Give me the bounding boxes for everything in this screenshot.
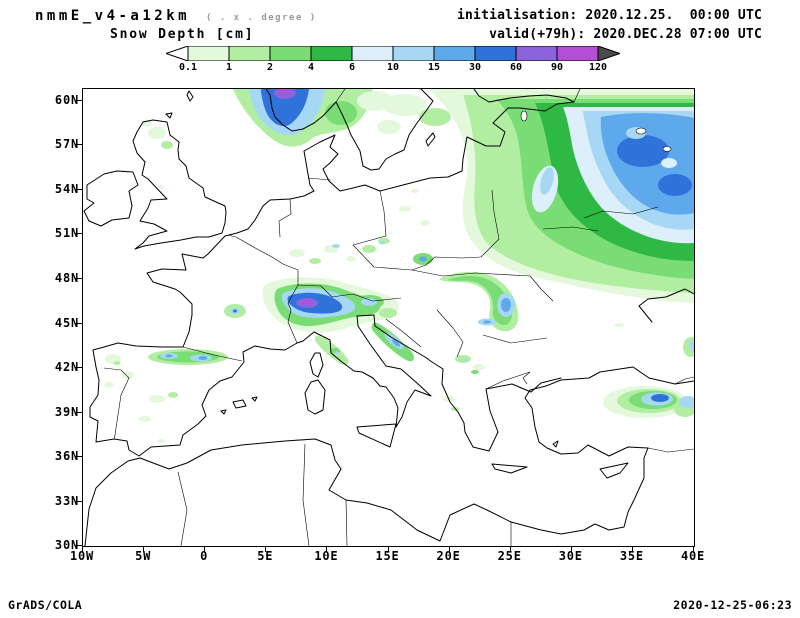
lon-tick-mark xyxy=(448,546,450,552)
lon-tick-label: 30E xyxy=(558,549,583,563)
colorbar-tick-label: 4 xyxy=(307,62,315,73)
colorbar-tick-label: 10 xyxy=(386,62,400,73)
lat-tick-label: 57N xyxy=(54,137,79,152)
colorbar-svg xyxy=(164,45,622,62)
valid-time-label: valid(+79h): 2020.DEC.28 07:00 UTC xyxy=(489,27,762,42)
lat-tick-label: 42N xyxy=(54,360,79,375)
lat-tick-label: 60N xyxy=(54,92,79,107)
lon-tick-label: 15E xyxy=(375,549,400,563)
lat-tick-mark xyxy=(75,545,82,547)
lon-tick-mark xyxy=(82,546,83,552)
colorbar-tick-label: 6 xyxy=(348,62,356,73)
variable-title: Snow Depth [cm] xyxy=(110,27,255,42)
colorbar-tick-label: 2 xyxy=(266,62,274,73)
lat-tick-mark xyxy=(75,144,82,146)
lat-tick-mark xyxy=(75,322,82,324)
model-name: nmmE_v4-a12km xyxy=(35,8,191,24)
coastlines xyxy=(83,89,694,546)
map-frame xyxy=(82,88,695,547)
lat-tick-label: 33N xyxy=(54,493,79,508)
lon-tick-mark xyxy=(143,546,145,552)
lon-tick-label: 35E xyxy=(619,549,644,563)
lat-tick-label: 54N xyxy=(54,181,79,196)
footer-credit: GrADS/COLA xyxy=(8,598,83,612)
lon-tick-label: 40E xyxy=(680,549,706,563)
lon-tick-label: 10W xyxy=(69,549,95,563)
resolution-note: ( . x . degree ) xyxy=(206,13,317,23)
lat-tick-label: 39N xyxy=(54,404,79,419)
footer-timestamp: 2020-12-25-06:23 xyxy=(673,598,792,612)
lon-tick-mark xyxy=(509,546,511,552)
lat-tick-label: 30N xyxy=(54,538,79,553)
europe-map xyxy=(83,89,694,546)
init-time-label: initialisation: 2020.12.25. 00:00 UTC xyxy=(456,8,762,23)
lat-tick-mark xyxy=(75,456,82,458)
lat-tick-mark xyxy=(75,188,82,190)
lon-tick-label: 20E xyxy=(436,549,461,563)
lon-tick-label: 5E xyxy=(257,549,274,563)
colorbar xyxy=(164,45,622,62)
lon-tick-mark xyxy=(693,546,694,552)
country-borders xyxy=(103,89,694,546)
snow-shading xyxy=(104,89,694,443)
lon-tick-label: 10E xyxy=(314,549,339,563)
colorbar-tick-label: 60 xyxy=(509,62,523,73)
colorbar-tick-label: 120 xyxy=(588,62,608,73)
lon-tick-label: 25E xyxy=(497,549,522,563)
lat-tick-label: 48N xyxy=(54,270,79,285)
lakes xyxy=(520,110,672,152)
colorbar-tick-label: 15 xyxy=(427,62,441,73)
colorbar-tick-label: 90 xyxy=(550,62,564,73)
colorbar-tick-label: 1 xyxy=(225,62,233,73)
lat-tick-label: 45N xyxy=(54,315,79,330)
lat-tick-mark xyxy=(75,500,82,502)
lon-tick-mark xyxy=(265,546,267,552)
lat-tick-mark xyxy=(75,233,82,235)
lat-tick-label: 36N xyxy=(54,449,79,464)
lon-tick-mark xyxy=(387,546,389,552)
lon-tick-mark xyxy=(631,546,633,552)
lon-tick-mark xyxy=(570,546,572,552)
colorbar-tick-label: 0.1 xyxy=(178,62,198,73)
colorbar-labels: 0.1 1 2 4 6 10 15 30 60 90 120 xyxy=(166,62,620,74)
lat-tick-mark xyxy=(75,99,82,101)
lat-tick-label: 51N xyxy=(54,226,79,241)
lat-tick-mark xyxy=(75,367,82,369)
lat-tick-mark xyxy=(75,411,82,413)
lon-tick-mark xyxy=(204,546,206,552)
lon-tick-label: 0 xyxy=(200,549,209,563)
colorbar-tick-label: 30 xyxy=(468,62,482,73)
lon-tick-mark xyxy=(326,546,328,552)
lat-tick-mark xyxy=(75,277,82,279)
lon-tick-label: 5W xyxy=(135,549,152,563)
